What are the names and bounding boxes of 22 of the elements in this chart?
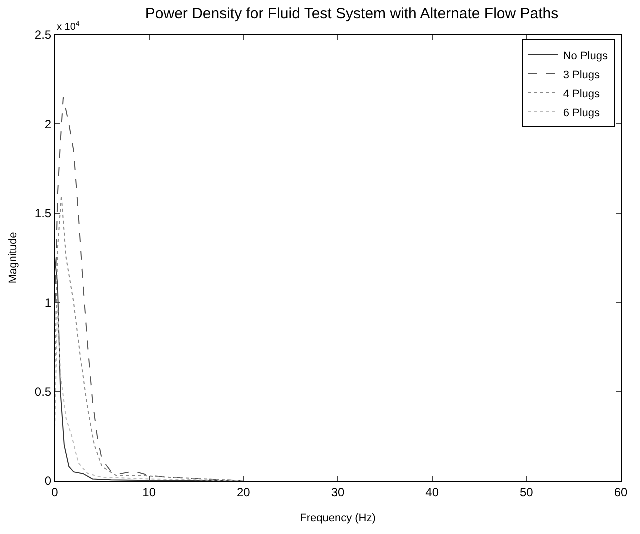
x-tick-label: 20 — [236, 485, 251, 500]
line-series — [55, 302, 244, 481]
legend-label: 6 Plugs — [563, 107, 601, 120]
x-tick-label: 40 — [426, 485, 440, 500]
x-tick-label: 50 — [520, 485, 534, 500]
x-axis-title: Frequency (Hz) — [300, 512, 376, 525]
legend-label: No Plugs — [563, 50, 608, 62]
text: x 10$^{4}$ — [57, 21, 80, 34]
y-tick-label: 0.5 — [34, 385, 52, 399]
y-tick-label: 2.5 — [34, 28, 52, 42]
y-tick-label: 2 — [44, 117, 52, 132]
y-tick-label: 1.5 — [34, 206, 52, 221]
legend-label: 3 Plugs — [563, 69, 601, 82]
y-axis-title: Magnitude — [8, 232, 20, 284]
line-series — [55, 195, 244, 481]
chart-title: Power Density for Fluid Test System with Alternate Flow Paths — [145, 6, 559, 23]
x-tick-label: 60 — [614, 485, 628, 500]
legend-label: 4 Plugs — [563, 88, 601, 100]
x-tick-label: 30 — [331, 485, 345, 500]
y-tick-label: 0 — [44, 474, 52, 488]
x-tick-label: 10 — [142, 485, 156, 500]
y-tick-label: 1 — [44, 296, 52, 310]
